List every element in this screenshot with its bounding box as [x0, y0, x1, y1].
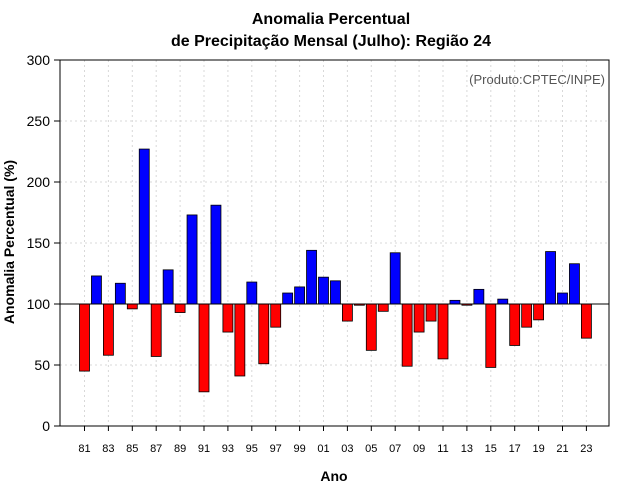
bar-00 [306, 249, 317, 305]
x-tick-label: 95 [246, 443, 258, 455]
bar-08 [401, 303, 413, 367]
chart-title-line2: de Precipitação Mensal (Julho): Região 2… [171, 33, 491, 50]
bar-02 [330, 280, 341, 305]
bars [79, 148, 592, 393]
bar-86 [138, 148, 150, 305]
x-tick-label: 09 [413, 443, 425, 455]
bar-10 [425, 303, 437, 322]
bar-94 [234, 303, 246, 377]
bar-05 [365, 303, 377, 351]
x-tick-label: 07 [389, 443, 401, 455]
x-tick-label: 97 [270, 443, 282, 455]
bar-90 [186, 214, 198, 305]
bar-20 [545, 251, 556, 305]
bar-19 [533, 303, 544, 321]
x-tick-label: 81 [78, 443, 90, 455]
bar-01 [318, 276, 329, 305]
bar-91 [198, 303, 210, 393]
x-tick-label: 23 [580, 443, 592, 455]
bar-99 [294, 286, 306, 305]
bar-81 [79, 303, 90, 372]
bar-82 [91, 275, 102, 305]
x-tick-label: 21 [556, 443, 568, 455]
x-tick-label: 19 [532, 443, 544, 455]
x-axis-label: Ano [320, 468, 347, 484]
x-tick-label: 89 [174, 443, 186, 455]
x-tick-label: 01 [317, 443, 329, 455]
bar-07 [389, 252, 401, 305]
x-tick-label: 03 [341, 443, 353, 455]
x-tick-label: 85 [126, 443, 138, 455]
bar-97 [270, 303, 282, 328]
bar-83 [103, 303, 114, 356]
bar-12 [449, 299, 461, 305]
bar-96 [258, 303, 270, 365]
bar-21 [557, 292, 568, 305]
bar-17 [509, 303, 521, 346]
y-tick-label: 150 [27, 235, 51, 251]
bar-23 [581, 303, 592, 339]
bar-95 [246, 281, 258, 305]
y-tick-label: 100 [27, 296, 51, 312]
x-tick-label: 87 [150, 443, 162, 455]
x-axis: 81 83 85 87 89 91 93 95 97 99 01 03 05 07 09 11 13 15 17 19… [78, 426, 593, 455]
x-tick-label: 93 [222, 443, 234, 455]
y-tick-label: 300 [27, 52, 51, 68]
credit-label: (Produto:CPTEC/INPE) [469, 72, 605, 87]
x-tick-label: 99 [293, 443, 305, 455]
bar-11 [437, 303, 449, 360]
bar-84 [114, 282, 126, 305]
x-tick-label: 83 [102, 443, 114, 455]
bar-16 [497, 298, 509, 305]
x-tick-label: 11 [437, 443, 448, 455]
bar-89 [174, 303, 186, 313]
bar-15 [485, 303, 497, 368]
x-tick-label: 15 [485, 443, 497, 455]
bar-06 [377, 303, 389, 312]
x-tick-label: 05 [365, 443, 377, 455]
bar-85 [126, 303, 138, 310]
y-axis: 0 50 100 150 200 250 300 [27, 52, 60, 434]
bar-93 [222, 303, 234, 333]
bar-98 [282, 292, 294, 305]
bar-92 [210, 204, 222, 305]
x-tick-label: 13 [461, 443, 473, 455]
bar-14 [473, 288, 485, 305]
y-axis-label: Anomalia Percentual (%) [1, 160, 17, 324]
chart-title-line1: Anomalia Percentual [252, 11, 410, 28]
bar-18 [521, 303, 533, 328]
bar-87 [150, 303, 162, 357]
y-tick-label: 250 [27, 113, 51, 129]
bar-22 [569, 263, 580, 305]
bar-03 [341, 303, 353, 322]
bar-88 [162, 269, 174, 305]
y-tick-label: 0 [42, 418, 50, 434]
y-tick-label: 200 [27, 174, 51, 190]
x-tick-label: 91 [198, 443, 210, 455]
y-tick-label: 50 [34, 357, 50, 373]
x-tick-label: 17 [509, 443, 521, 455]
bar-09 [413, 303, 425, 333]
